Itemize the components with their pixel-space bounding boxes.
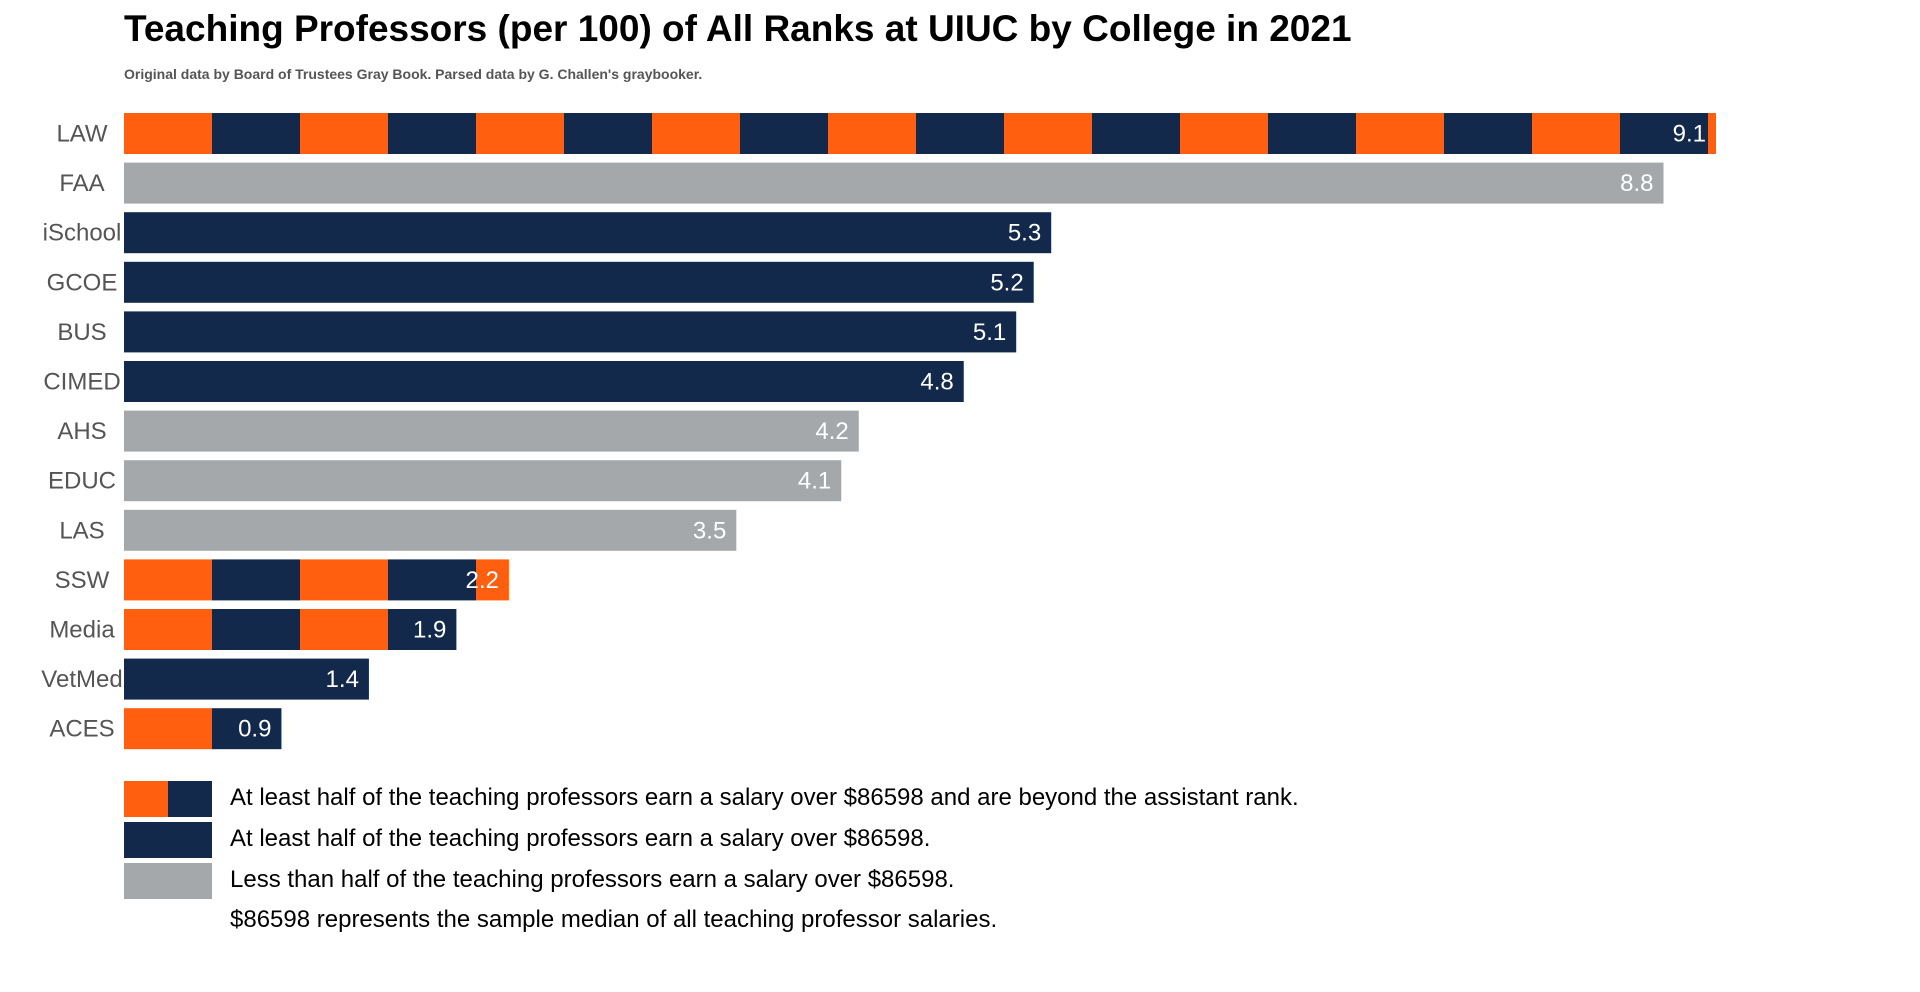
value-label-ahs: 4.2 xyxy=(815,418,848,445)
value-label-aces: 0.9 xyxy=(238,716,271,743)
bar-segment xyxy=(1532,113,1620,154)
bar-segment xyxy=(124,460,842,502)
value-label-ischool: 5.3 xyxy=(1008,220,1041,247)
bar-segment xyxy=(124,658,369,700)
bar-segment xyxy=(1004,113,1092,154)
bar-segment xyxy=(212,113,300,154)
category-label-ssw: SSW xyxy=(55,567,110,594)
legend-swatch-gray xyxy=(124,863,212,899)
legend-label: At least half of the teaching professors… xyxy=(230,825,931,852)
category-label-bus: BUS xyxy=(57,319,106,346)
bar-segment xyxy=(124,113,212,154)
bar-segment xyxy=(124,162,1664,204)
bar-segment xyxy=(1708,113,1716,154)
value-label-law: 9.1 xyxy=(1673,121,1706,148)
bar-law xyxy=(124,113,1716,154)
value-label-cimed: 4.8 xyxy=(920,369,953,396)
legend-label: At least half of the teaching professors… xyxy=(230,784,1299,811)
bar-segment xyxy=(1356,113,1444,154)
bar-segment xyxy=(388,113,476,154)
bar-ischool xyxy=(124,212,1052,254)
bar-segment xyxy=(212,559,300,601)
bar-segment xyxy=(124,609,212,650)
category-label-educ: EDUC xyxy=(48,468,116,495)
bar-segment xyxy=(212,609,300,650)
legend-label: Less than half of the teaching professor… xyxy=(230,866,955,893)
category-label-ischool: iSchool xyxy=(43,220,122,247)
bar-faa xyxy=(124,162,1664,204)
category-label-law: LAW xyxy=(56,121,107,148)
category-label-media: Media xyxy=(49,617,115,644)
bar-segment xyxy=(212,708,282,750)
value-label-ssw: 2.2 xyxy=(466,567,499,594)
bar-segment xyxy=(124,361,964,402)
bar-segment xyxy=(300,609,388,650)
bar-segment xyxy=(740,113,828,154)
bar-segment xyxy=(124,708,212,750)
bar-aces xyxy=(124,708,282,750)
category-label-ahs: AHS xyxy=(57,418,106,445)
bar-segment xyxy=(124,559,212,601)
bar-educ xyxy=(124,460,842,502)
bar-segment xyxy=(124,509,737,551)
legend-swatch-orange-blue xyxy=(124,781,212,817)
value-label-educ: 4.1 xyxy=(798,468,831,495)
bar-ahs xyxy=(124,410,859,452)
category-label-aces: ACES xyxy=(49,716,114,743)
bar-media xyxy=(124,609,457,650)
bar-bus xyxy=(124,311,1017,353)
value-label-media: 1.9 xyxy=(413,617,446,644)
bar-cimed xyxy=(124,361,964,402)
value-label-las: 3.5 xyxy=(693,517,726,544)
bar-segment xyxy=(388,609,457,650)
bar-segment xyxy=(652,113,740,154)
chart-title: Teaching Professors (per 100) of All Ran… xyxy=(124,8,1352,49)
bar-gcoe xyxy=(124,261,1034,303)
bar-segment xyxy=(300,113,388,154)
chart-note: $86598 represents the sample median of a… xyxy=(230,906,998,933)
bar-segment xyxy=(388,559,476,601)
value-label-vetmed: 1.4 xyxy=(326,666,359,693)
value-label-faa: 8.8 xyxy=(1620,170,1653,197)
chart-subtitle: Original data by Board of Trustees Gray … xyxy=(124,66,703,82)
bar-segment xyxy=(124,212,1052,254)
category-label-gcoe: GCOE xyxy=(47,269,118,296)
bar-segment xyxy=(1444,113,1532,154)
bar-segment xyxy=(564,113,652,154)
bar-segment xyxy=(300,559,388,601)
category-label-cimed: CIMED xyxy=(43,369,120,396)
bar-segment xyxy=(1268,113,1356,154)
bar-segment xyxy=(476,559,509,601)
bar-segment xyxy=(124,261,1034,303)
legend-swatch-blue xyxy=(124,822,212,858)
bar-segment xyxy=(828,113,916,154)
bar-segment xyxy=(1620,113,1708,154)
bar-las xyxy=(124,509,737,551)
bar-segment xyxy=(1092,113,1180,154)
bar-chart: LAW 9.1 FAA 8.8 iSchool 5.3 GCOE 5.2 BUS 5.1 CIMED… xyxy=(41,113,1716,750)
value-label-bus: 5.1 xyxy=(973,319,1006,346)
bar-segment xyxy=(916,113,1004,154)
bar-segment xyxy=(1180,113,1268,154)
bar-segment xyxy=(476,113,564,154)
bar-ssw xyxy=(124,559,509,601)
bar-segment xyxy=(124,311,1017,353)
value-label-gcoe: 5.2 xyxy=(990,269,1023,296)
category-label-las: LAS xyxy=(59,517,104,544)
category-label-faa: FAA xyxy=(59,170,104,197)
bar-segment xyxy=(124,410,859,452)
bar-vetmed xyxy=(124,658,369,700)
category-label-vetmed: VetMed xyxy=(41,666,122,693)
